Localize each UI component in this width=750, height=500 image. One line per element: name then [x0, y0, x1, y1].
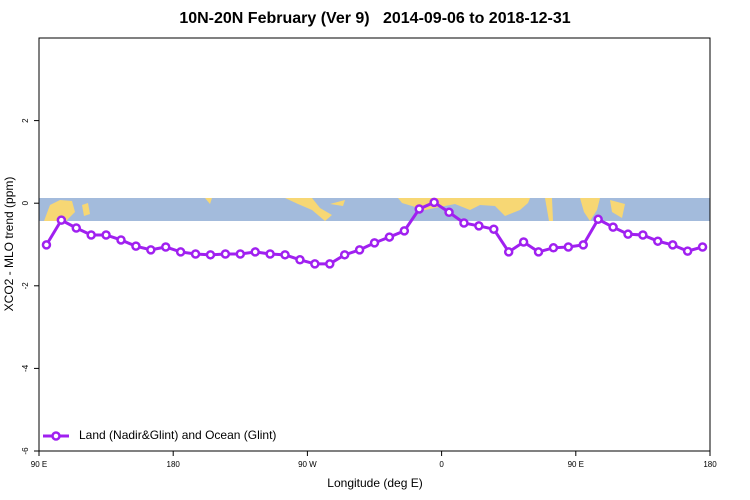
- x-axis-label: Longitude (deg E): [327, 476, 422, 490]
- data-point: [325, 259, 335, 269]
- data-point: [146, 245, 156, 255]
- x-tick-label: 0: [439, 460, 444, 469]
- data-point: [653, 236, 663, 246]
- data-point: [101, 230, 111, 240]
- data-point: [444, 207, 454, 218]
- chart-title: 10N-20N February (Ver 9) 2014-09-06 to 2…: [179, 10, 570, 27]
- data-point: [86, 230, 96, 240]
- data-point: [310, 259, 320, 269]
- data-point: [116, 235, 126, 245]
- map-strip: [39, 198, 710, 221]
- data-point: [518, 237, 529, 247]
- data-point: [71, 223, 82, 233]
- data-point: [190, 249, 201, 259]
- data-point: [489, 224, 499, 234]
- data-point: [295, 255, 305, 265]
- x-tick-label: 90 E: [568, 460, 584, 469]
- data-point: [235, 249, 246, 259]
- data-point: [503, 247, 514, 257]
- data-point: [667, 240, 678, 250]
- y-tick-label: -2: [21, 282, 30, 290]
- data-point: [250, 247, 260, 257]
- x-tick-label: 180: [167, 460, 181, 469]
- data-point: [384, 232, 395, 242]
- data-point: [593, 214, 603, 225]
- y-tick-label: 2: [21, 118, 30, 123]
- data-point: [175, 247, 186, 257]
- legend-marker: [51, 431, 61, 441]
- data-point: [369, 238, 380, 248]
- y-axis-label: XCO2 - MLO trend (ppm): [2, 177, 16, 312]
- data-point: [131, 241, 141, 251]
- data-point: [548, 243, 559, 253]
- data-point: [220, 249, 231, 259]
- y-tick-label: -6: [21, 447, 30, 455]
- data-point: [339, 250, 350, 260]
- data-point: [474, 221, 484, 231]
- data-point: [160, 242, 171, 252]
- data-point: [563, 242, 574, 252]
- y-tick-label: -4: [21, 364, 30, 372]
- data-point: [578, 240, 589, 250]
- data-point: [414, 204, 424, 214]
- x-tick-label: 90 E: [31, 460, 47, 469]
- data-point: [280, 250, 290, 260]
- data-point: [205, 250, 216, 260]
- data-point: [459, 218, 469, 228]
- data-point: [399, 226, 410, 236]
- x-tick-label: 90 W: [298, 460, 317, 469]
- legend-label: Land (Nadir&Glint) and Ocean (Glint): [79, 428, 276, 442]
- data-point: [533, 247, 544, 257]
- y-tick-label: 0: [21, 200, 30, 205]
- data-point: [41, 240, 52, 250]
- data-point: [608, 222, 618, 232]
- data-point: [682, 246, 693, 256]
- x-tick-label: 180: [703, 460, 717, 469]
- data-point: [56, 215, 67, 225]
- data-point: [354, 245, 365, 255]
- data-point: [623, 229, 633, 239]
- plot-frame: [38, 37, 711, 452]
- data-point: [265, 249, 275, 259]
- data-point: [429, 197, 439, 208]
- data-point: [638, 230, 648, 240]
- data-point: [697, 242, 708, 252]
